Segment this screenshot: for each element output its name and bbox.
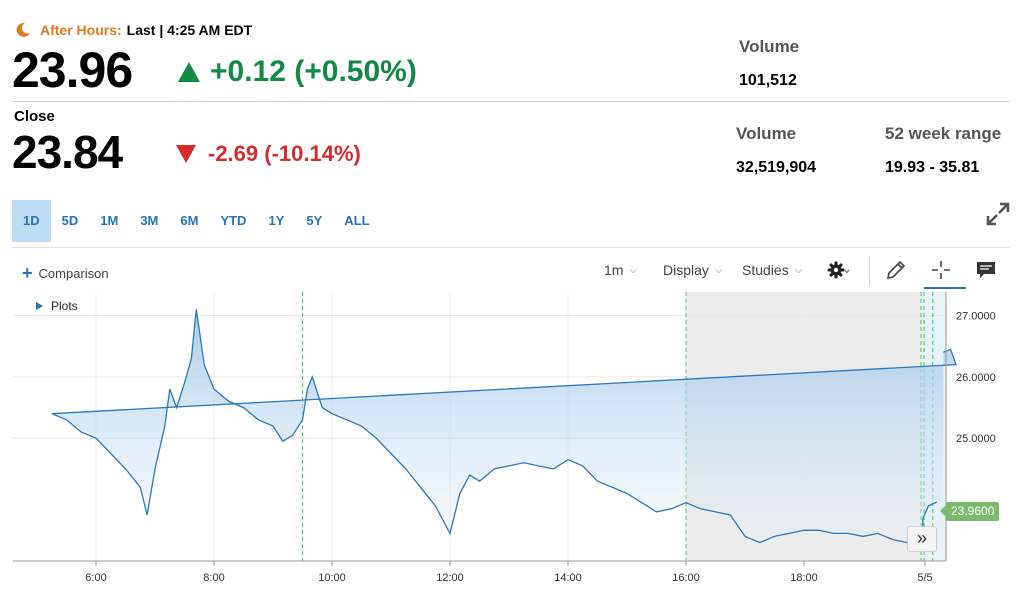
x-tick-label: 8:00 [203,572,224,584]
after-hours-line: After Hours: Last | 4:25 AM EDT [14,20,252,40]
gear-icon[interactable] [826,258,850,282]
after-hours-price: 23.96 [12,42,133,98]
header-divider [12,101,1010,102]
crosshair-icon[interactable] [929,258,953,282]
range-tab-1d[interactable]: 1D [12,200,51,242]
plots-toggle[interactable]: Plots [36,299,78,313]
close-change-value: -2.69 (-10.14%) [208,141,361,166]
scroll-to-latest-button[interactable]: » [907,526,937,552]
y-tick-label: 27.0000 [956,310,996,322]
interval-dropdown[interactable]: 1m ⌵ [604,262,637,278]
range-tab-ytd[interactable]: YTD [220,213,247,228]
close-label: Close [14,108,55,125]
x-tick-label: 12:00 [436,572,464,584]
after-hours-change-value: +0.12 (+0.50%) [210,55,417,88]
studies-label: Studies [742,262,789,278]
studies-dropdown[interactable]: Studies ⌵ [742,262,802,278]
x-tick-label: 5/5 [917,572,932,584]
y-tick-label: 25.0000 [956,433,996,445]
price-chart[interactable]: 27.0000 26.0000 25.0000 6:00 8:00 10:00 12:00 1… [0,292,1024,589]
close-change: -2.69 (-10.14%) [176,138,361,170]
range-tab-6m[interactable]: 6M [180,213,199,228]
range-tab-5y[interactable]: 5Y [306,213,323,228]
display-dropdown[interactable]: Display ⌵ [663,262,723,278]
price-line [51,309,957,547]
expand-icon[interactable] [984,200,1012,228]
x-tick-label: 6:00 [85,572,106,584]
chevron-down-icon: ⌵ [794,264,803,276]
after-hours-volume-label: Volume [739,37,800,56]
comparison-label: Comparison [38,265,109,281]
price-area [51,309,957,561]
plots-label: Plots [51,299,78,313]
range-tab-5d[interactable]: 5D [61,213,79,228]
x-tick-label: 10:00 [318,572,346,584]
after-hours-volume-value: 101,512 [739,72,797,89]
triangle-right-icon [36,302,43,310]
range-tab-1y[interactable]: 1Y [268,213,285,228]
chevron-down-icon: ⌵ [714,264,723,276]
x-tick-label: 18:00 [790,572,818,584]
toolbar-divider [12,247,1010,248]
active-tool-indicator [924,287,966,289]
y-tick-label: 26.0000 [956,372,996,384]
x-tick-label: 14:00 [554,572,582,584]
down-arrow-icon [176,145,196,163]
interval-label: 1m [604,262,624,278]
comment-icon[interactable] [974,258,998,282]
range-tab-3m[interactable]: 3M [140,213,159,228]
comparison-button[interactable]: + Comparison [22,264,109,282]
up-arrow-icon [178,62,200,82]
range-tab-1m[interactable]: 1M [100,213,119,228]
week-range-value: 19.93 - 35.81 [885,159,980,176]
range-tabs: 1D 5D 1M 3M 6M YTD 1Y 5Y ALL [12,200,381,242]
pencil-icon[interactable] [884,258,908,282]
close-price: 23.84 [12,126,123,178]
x-tick-label: 16:00 [672,572,700,584]
last-value-tag: 23.9600 [939,502,1000,521]
moon-icon [16,22,30,37]
range-tab-all[interactable]: ALL [344,213,370,228]
volume-value: 32,519,904 [736,159,817,176]
after-hours-label: After Hours: [40,22,122,38]
plus-icon: + [22,263,33,283]
chevron-down-icon: ⌵ [629,264,638,276]
week-range-label: 52 week range [885,124,1002,143]
after-hours-change: +0.12 (+0.50%) [178,52,417,92]
after-hours-timestamp: Last | 4:25 AM EDT [126,22,253,38]
toolbar-separator [869,256,870,286]
volume-label: Volume [736,124,797,143]
display-label: Display [663,262,709,278]
